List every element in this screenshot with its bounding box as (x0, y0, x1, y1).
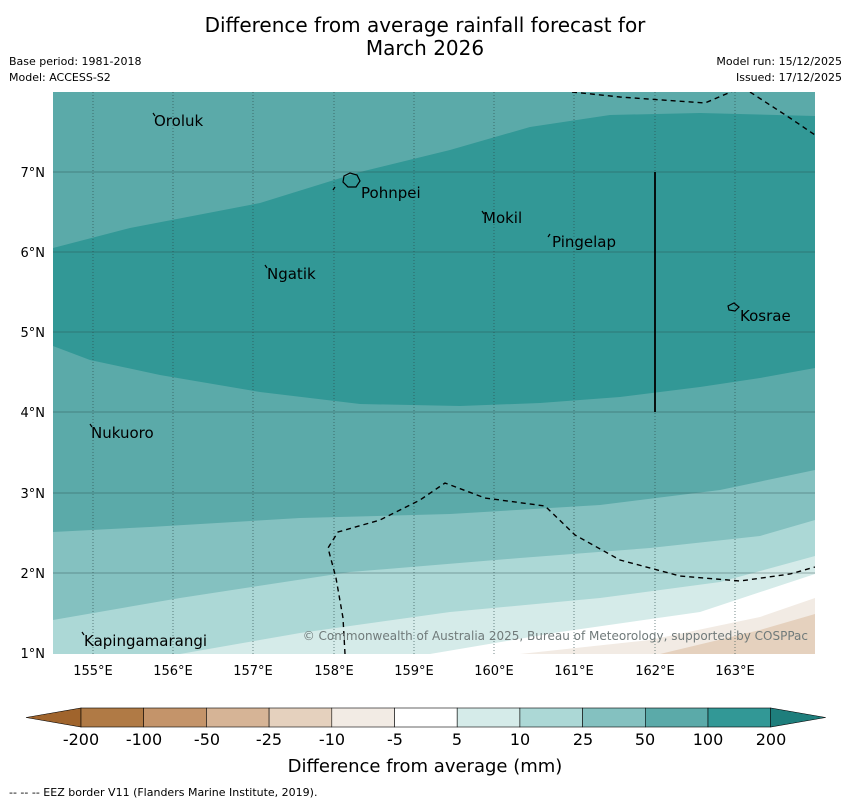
oroluk-atoll (152, 112, 156, 117)
colorbar (25, 707, 826, 728)
cb-label-m25: -25 (256, 730, 282, 749)
place-pohnpei: Pohnpei (361, 184, 421, 202)
longitude-labels: 155°E 156°E 157°E 158°E 159°E 160°E 161°… (73, 664, 755, 679)
lat-label-1n: 1°N (21, 647, 46, 662)
model-name: Model: ACCESS-S2 (9, 71, 111, 84)
colorbar-extend-high (770, 707, 826, 728)
base-period: Base period: 1981-2018 (9, 55, 142, 68)
place-kosrae: Kosrae (740, 307, 791, 325)
pohnpei-reef (332, 186, 336, 191)
meta-right: Model run: 15/12/2025 Issued: 17/12/2025 (716, 54, 842, 86)
cb-label-100: 100 (693, 730, 724, 749)
eez-borders (327, 92, 815, 654)
cb-label-m200: -200 (63, 730, 99, 749)
kapingamarangi-atoll (81, 631, 85, 636)
lon-label-155e: 155°E (73, 664, 113, 679)
lon-label-157e: 157°E (233, 664, 273, 679)
cb-label-25: 25 (573, 730, 593, 749)
colorbar-swatch (582, 707, 646, 728)
zone-100-200 (53, 113, 815, 406)
eez-source-note: -- -- -- EEZ border V11 (Flanders Marine… (9, 786, 318, 799)
latitude-labels: 7°N 6°N 5°N 4°N 3°N 2°N 1°N (21, 166, 46, 662)
cb-label-200: 200 (756, 730, 787, 749)
cb-label-5: 5 (452, 730, 462, 749)
cb-label-m50: -50 (194, 730, 220, 749)
lon-label-160e: 160°E (474, 664, 514, 679)
colorbar-swatch (394, 707, 458, 728)
colorbar-swatch (80, 707, 145, 728)
place-labels: Oroluk Pohnpei Mokil Pingelap Ngatik Kos… (84, 112, 791, 650)
cb-label-m100: -100 (126, 730, 162, 749)
graticule (53, 92, 815, 654)
colorbar-swatch (143, 707, 207, 728)
meta-left: Base period: 1981-2018 Model: ACCESS-S2 (9, 54, 141, 86)
rainfall-zones (53, 92, 815, 654)
colorbar-labels: -200 -100 -50 -25 -10 -5 5 10 25 50 100 … (63, 730, 786, 749)
lon-label-162e: 162°E (635, 664, 675, 679)
lon-label-159e: 159°E (394, 664, 434, 679)
place-pingelap: Pingelap (552, 233, 616, 251)
copyright-notice: © Commonwealth of Australia 2025, Bureau… (303, 629, 808, 643)
colorbar-title: Difference from average (mm) (288, 756, 563, 777)
place-mokil: Mokil (483, 209, 522, 227)
model-run: Model run: 15/12/2025 (716, 55, 842, 68)
map-title: Difference from average rainfall forecas… (0, 14, 850, 60)
islands (81, 112, 740, 636)
colorbar-swatch (456, 707, 521, 728)
kosrae-island (727, 302, 740, 312)
eez-border-north (571, 92, 815, 136)
lat-label-4n: 4°N (21, 406, 46, 421)
colorbar-swatch (331, 707, 395, 728)
lat-label-3n: 3°N (21, 487, 46, 502)
mokil-atoll (481, 210, 485, 215)
colorbar-swatch (707, 707, 772, 728)
lat-label-2n: 2°N (21, 567, 46, 582)
title-line-1: Difference from average rainfall forecas… (204, 13, 646, 37)
colorbar-swatch (268, 707, 333, 728)
place-ngatik: Ngatik (267, 265, 316, 283)
lat-label-5n: 5°N (21, 326, 46, 341)
cb-label-m5: -5 (387, 730, 403, 749)
lon-label-156e: 156°E (153, 664, 193, 679)
lon-label-158e: 158°E (314, 664, 354, 679)
zone-neg-10-25 (660, 614, 815, 654)
colorbar-swatch (519, 707, 583, 728)
eez-border-south (327, 482, 815, 654)
lon-label-161e: 161°E (554, 664, 594, 679)
place-oroluk: Oroluk (154, 112, 203, 130)
colorbar-swatch (206, 707, 270, 728)
lon-label-163e: 163°E (715, 664, 755, 679)
colorbar-swatch (644, 707, 709, 728)
place-nukuoro: Nukuoro (91, 424, 154, 442)
title-line-2: March 2026 (365, 36, 485, 60)
pohnpei-island (342, 172, 361, 188)
issued-date: Issued: 17/12/2025 (735, 71, 842, 84)
ngatik-atoll (264, 264, 268, 269)
lat-label-6n: 6°N (21, 246, 46, 261)
lat-label-7n: 7°N (21, 166, 46, 181)
place-kapingamarangi: Kapingamarangi (84, 632, 207, 650)
cb-label-50: 50 (635, 730, 655, 749)
colorbar-extend-low (25, 707, 82, 728)
cb-label-10: 10 (510, 730, 530, 749)
nukuoro-atoll (89, 423, 93, 428)
cb-label-m10: -10 (319, 730, 345, 749)
pingelap-atoll (547, 233, 551, 238)
